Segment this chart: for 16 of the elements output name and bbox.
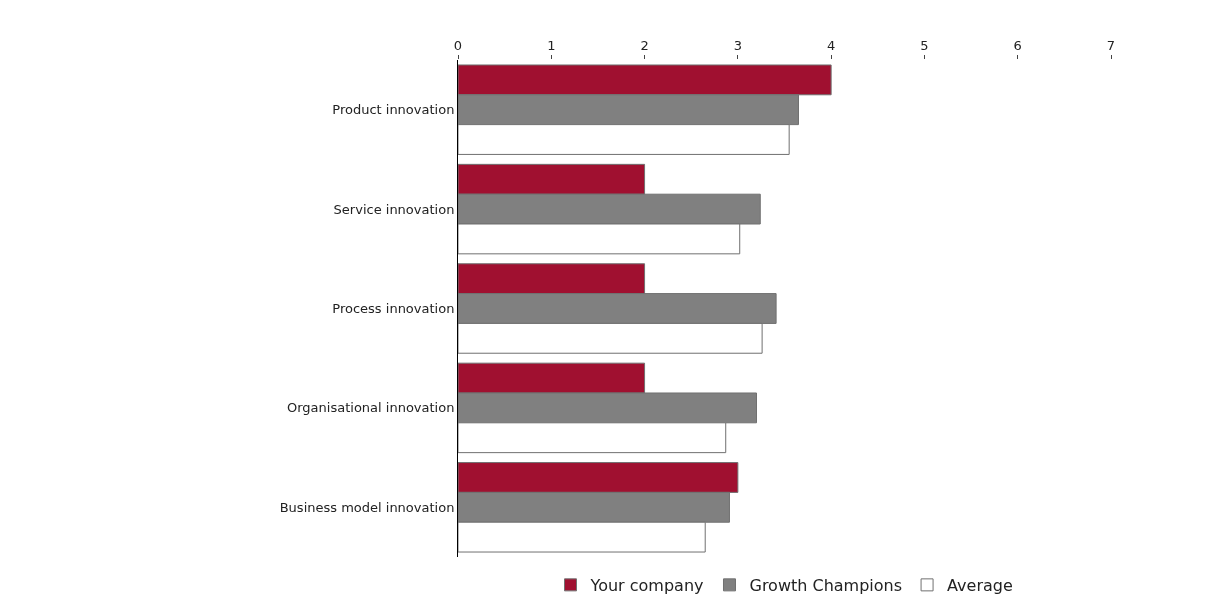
- x-tick-label: 1: [547, 37, 556, 53]
- x-tick-label: 7: [1106, 37, 1116, 53]
- legend-label: Your company: [589, 576, 704, 596]
- x-tick-label: 4: [827, 37, 836, 53]
- x-tick-label: 2: [640, 37, 649, 53]
- y-tick-label: Organisational innovation: [287, 400, 455, 416]
- x-tick-label: 3: [733, 37, 742, 53]
- legend-label: Average: [947, 576, 1013, 596]
- y-tick-label: Service innovation: [333, 201, 455, 217]
- y-tick-label: Process innovation: [332, 301, 455, 317]
- x-tick-label: 6: [1013, 37, 1022, 53]
- x-tick-label: 5: [920, 37, 929, 53]
- y-tick-label: Business model innovation: [279, 499, 455, 515]
- x-tick-label: 0: [453, 37, 463, 53]
- y-tick-label: Product innovation: [332, 102, 455, 118]
- legend-label: Growth Champions: [749, 576, 903, 596]
